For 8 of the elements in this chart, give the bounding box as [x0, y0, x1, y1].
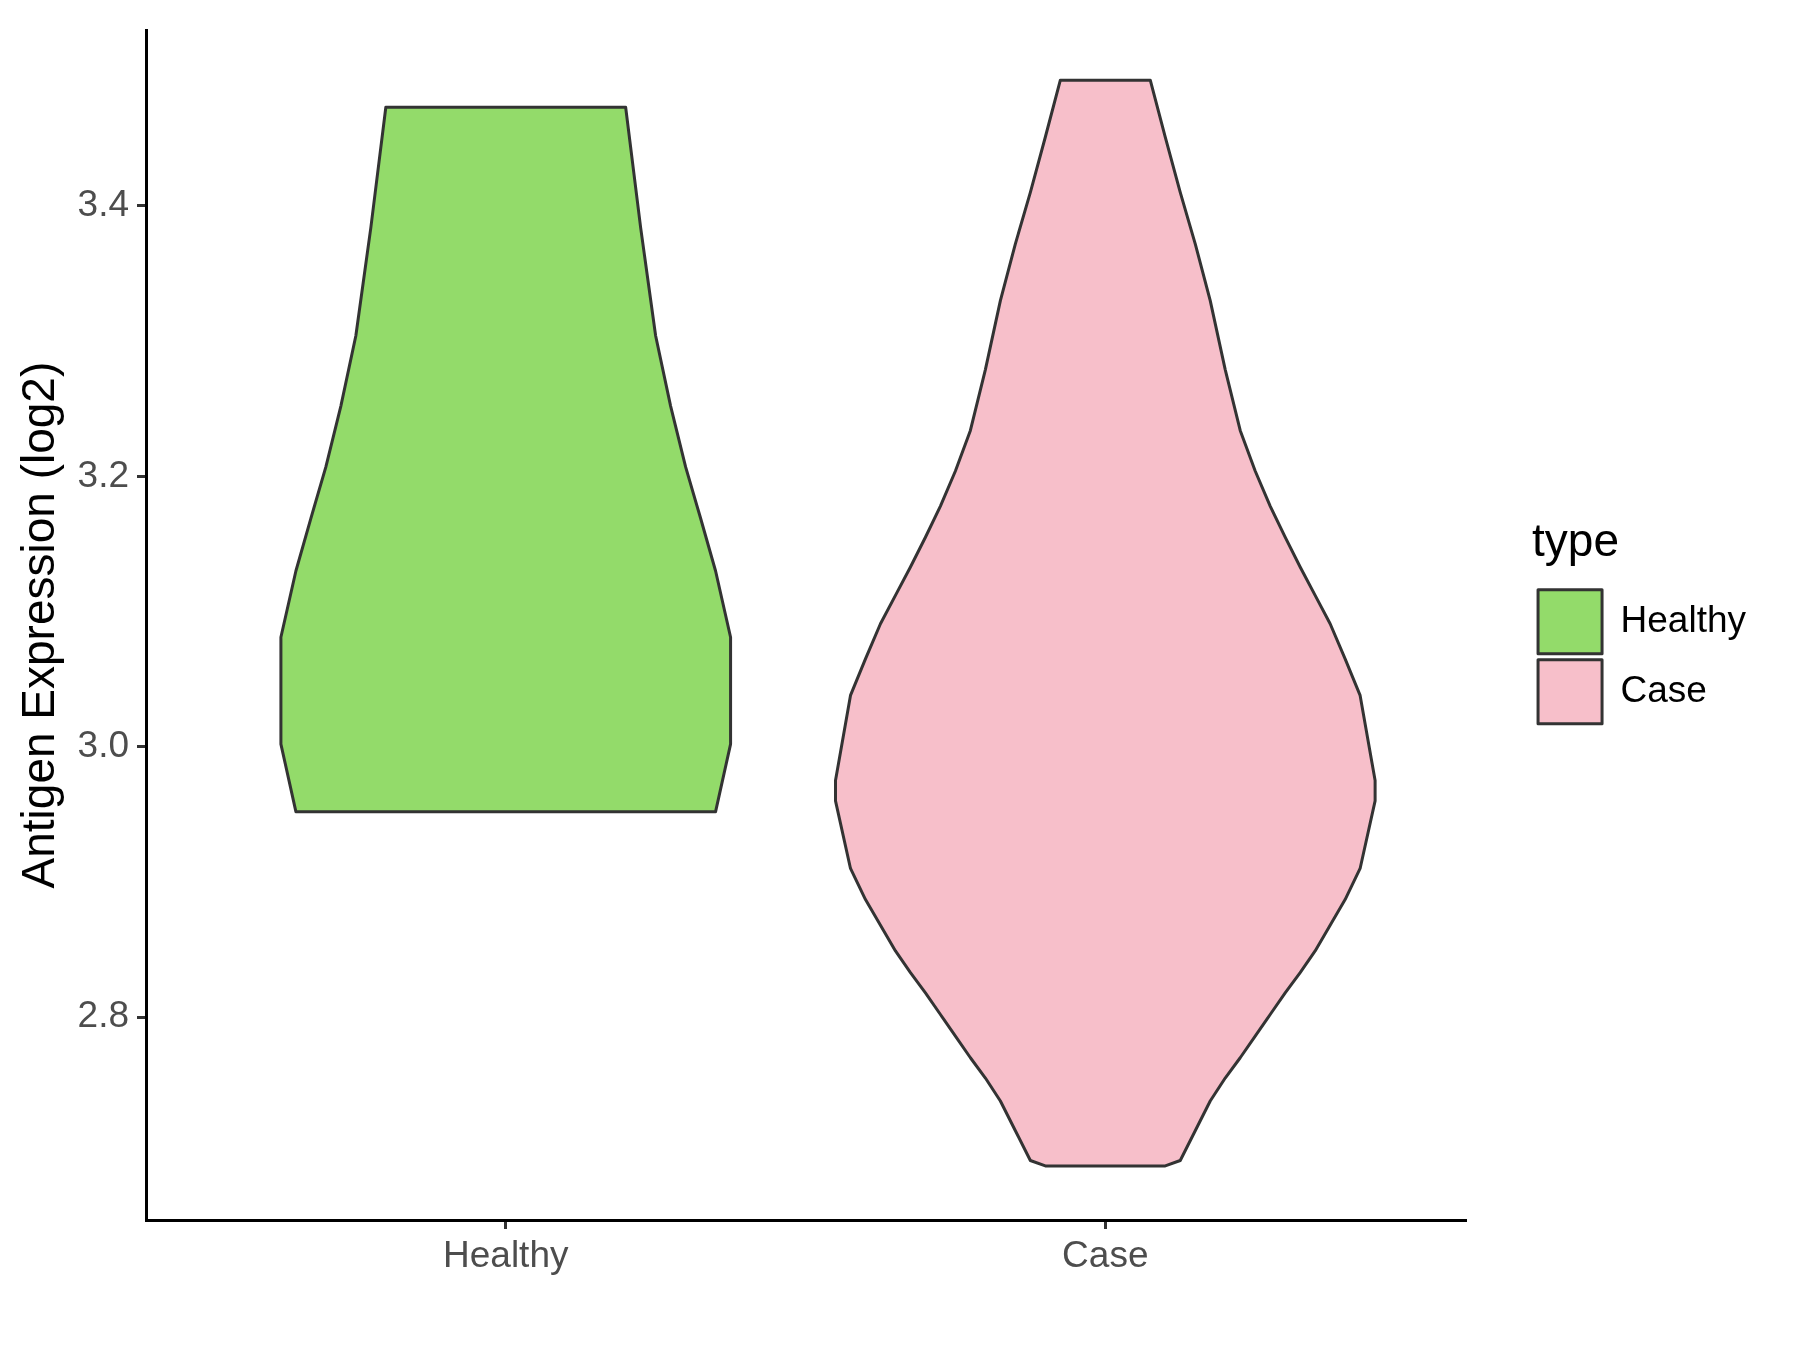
- y-tick-label: 3.4: [77, 183, 129, 225]
- legend-label: Healthy: [1620, 598, 1747, 640]
- y-tick-label: 3.0: [77, 723, 129, 765]
- legend-title: type: [1532, 514, 1619, 567]
- y-tick-label: 3.2: [77, 453, 129, 495]
- y-tick-label: 2.8: [77, 994, 129, 1036]
- y-axis-title: Antigen Expression (log2): [12, 361, 65, 889]
- legend-label: Case: [1620, 668, 1707, 710]
